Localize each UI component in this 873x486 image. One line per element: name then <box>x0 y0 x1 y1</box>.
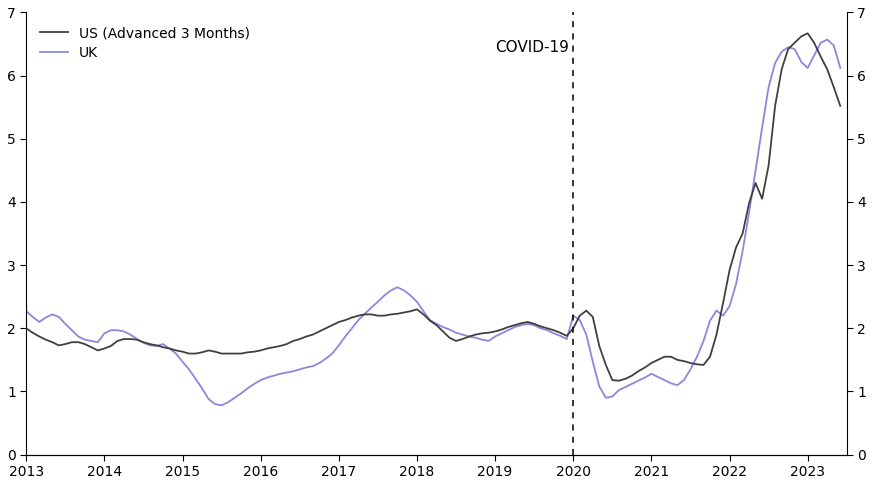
US (Advanced 3 Months) <box>405 308 416 314</box>
UK <box>568 313 579 319</box>
US (Advanced 3 Months) <box>614 378 624 383</box>
US (Advanced 3 Months) <box>230 351 240 357</box>
US (Advanced 3 Months) <box>835 103 846 109</box>
UK <box>73 333 84 339</box>
US (Advanced 3 Months) <box>503 324 513 330</box>
Text: COVID-19: COVID-19 <box>496 40 569 55</box>
UK <box>835 65 846 71</box>
UK <box>412 299 423 305</box>
UK <box>236 390 246 396</box>
UK <box>217 402 227 408</box>
Line: US (Advanced 3 Months): US (Advanced 3 Months) <box>26 33 841 381</box>
US (Advanced 3 Months) <box>802 30 813 36</box>
US (Advanced 3 Months) <box>73 339 84 345</box>
UK <box>21 308 31 314</box>
UK <box>822 36 833 42</box>
US (Advanced 3 Months) <box>561 333 572 339</box>
UK <box>529 322 540 328</box>
Legend: US (Advanced 3 Months), UK: US (Advanced 3 Months), UK <box>33 19 257 67</box>
US (Advanced 3 Months) <box>21 326 31 331</box>
US (Advanced 3 Months) <box>522 319 533 325</box>
UK <box>510 324 520 330</box>
Line: UK: UK <box>26 39 841 405</box>
